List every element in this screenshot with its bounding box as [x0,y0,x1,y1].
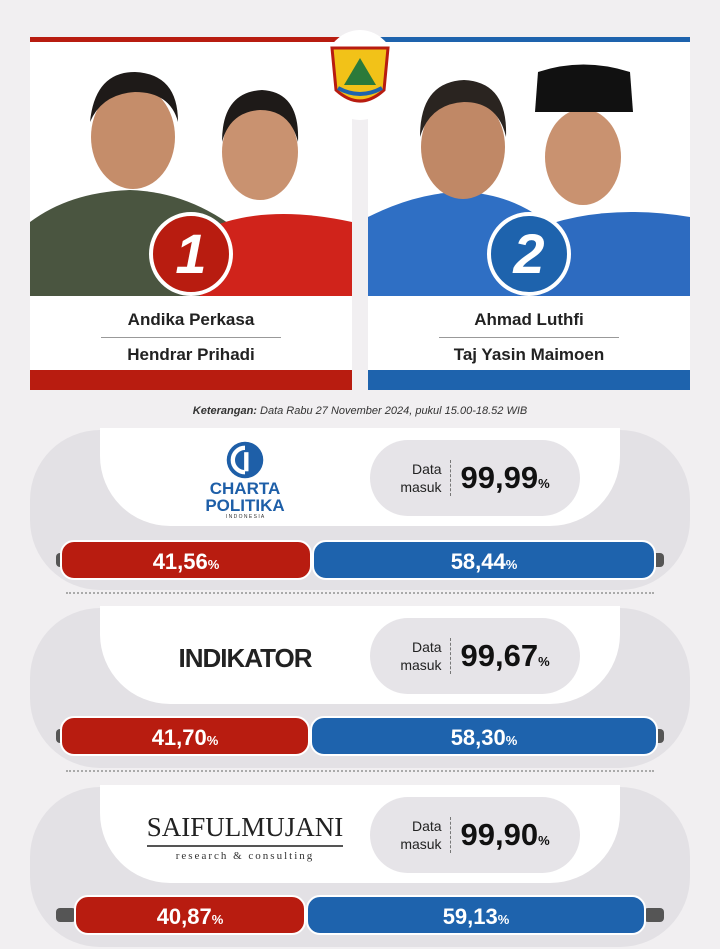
color-bar [30,370,352,390]
poll-saiful-mujani: SAIFULMUJANI research & consulting Data m… [30,785,690,947]
top-line [30,37,352,42]
candidate-name-2: Taj Yasin Maimoen [453,345,605,364]
candidate-1-result: 41,70% [60,716,310,756]
candidate-photo: 1 [30,42,352,296]
poll-charta-politika: CHARTA POLITIKA I N D O N E S I A Data ma… [30,428,690,590]
candidate-number: 1 [149,212,233,296]
color-bar [368,370,690,390]
note: Keterangan: Data Rabu 27 November 2024, … [192,405,528,417]
candidate-2-result: 59,13% [306,895,646,935]
charta-logo-icon [226,441,264,479]
candidate-1-result: 40,87% [74,895,306,935]
saiful-mujani-logo: SAIFULMUJANI research & consulting [146,812,344,862]
charta-politika-logo: CHARTA POLITIKA I N D O N E S I A [140,440,350,520]
poll-indikator: INDIKATOR Data masuk 99,67% 41,70% 58,30% [30,606,690,768]
candidate-card-2: 2 Ahmad Luthfi Taj Yasin Maimoen [368,37,690,390]
indikator-logo: INDIKATOR [178,642,312,673]
top-line [368,37,690,42]
candidate-number: 2 [487,212,571,296]
candidate-2-result: 58,44% [312,540,656,580]
divider [66,592,654,594]
data-masuk-pill: Data masuk 99,90% [370,797,580,873]
data-masuk-pill: Data masuk 99,99% [370,440,580,516]
candidate-2-result: 58,30% [310,716,658,756]
candidate-name-1: Andika Perkasa [127,310,255,329]
candidate-card-1: 1 Andika Perkasa Hendrar Prihadi [30,37,352,390]
province-emblem [322,30,398,120]
candidate-name-1: Ahmad Luthfi [474,310,584,329]
data-masuk-pill: Data masuk 99,67% [370,618,580,694]
candidate-photo: 2 [368,42,690,296]
candidate-name-2: Hendrar Prihadi [127,345,255,364]
candidate-1-result: 41,56% [60,540,312,580]
divider [66,770,654,772]
